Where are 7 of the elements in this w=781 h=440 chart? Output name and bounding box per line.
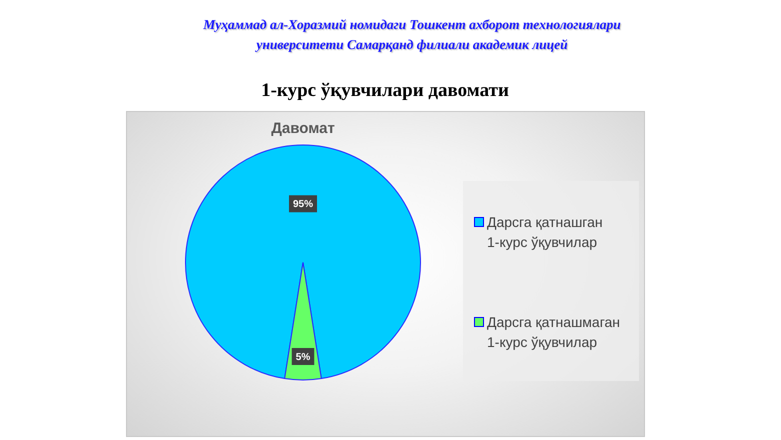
legend-label: Дарсга қатнашган 1-курс ўқувчилар	[487, 214, 603, 250]
legend-label: Дарсга қатнашмаган 1-курс ўқувчилар	[487, 314, 620, 350]
data-label: 95%	[292, 199, 314, 210]
text: Муҳаммад ал-Хоразмий номидаги Тошкент ахборот технологиялари университети Самарқанд филиали академик лицей	[202, 16, 622, 54]
chart-title: 1-курс ўқувчилари давомати	[260, 79, 510, 103]
data-label: 5%	[296, 352, 310, 363]
chart-subtitle: Давомат	[271, 120, 335, 138]
